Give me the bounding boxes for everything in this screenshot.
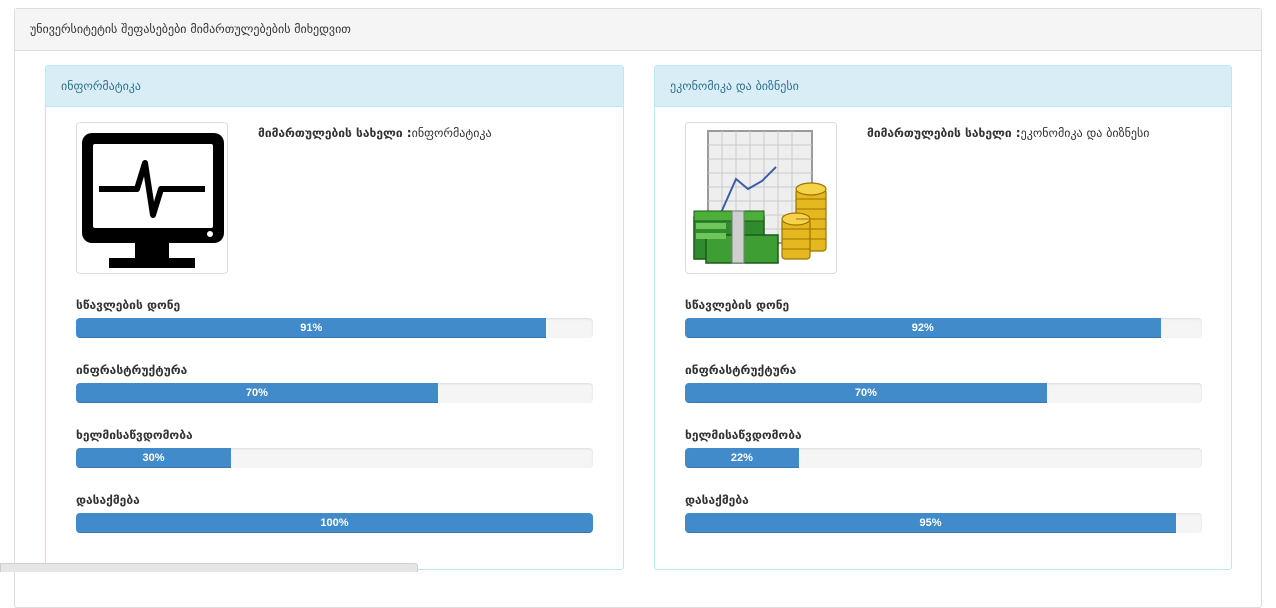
department-name: მიმართულების სახელი :ეკონომიკა და ბიზნეს… — [867, 126, 1149, 140]
metric-label: ინფრასტრუქტურა — [76, 363, 188, 377]
department-image — [685, 122, 837, 274]
progress-bar: 92% — [685, 318, 1202, 338]
metric-employment: დასაქმება 100% — [76, 493, 593, 533]
progress-bar: 100% — [76, 513, 593, 533]
progress-bar: 70% — [685, 383, 1202, 403]
progress-bar: 91% — [76, 318, 593, 338]
metric-teaching-level: სწავლების დონე 91% — [76, 298, 593, 338]
department-name-value: ეკონომიკა და ბიზნესი — [1020, 126, 1150, 140]
progress-fill: 30% — [76, 448, 232, 468]
progress-bar: 70% — [76, 383, 593, 403]
metric-label: ხელმისაწვდომობა — [685, 428, 802, 442]
money-chart-coins-icon — [693, 130, 827, 264]
metric-accessibility: ხელმისაწვდომობა 22% — [685, 428, 1202, 468]
department-name-label: მიმართულების სახელი : — [258, 126, 412, 140]
metric-teaching-level: სწავლების დონე 92% — [685, 298, 1202, 338]
progress-bar: 22% — [685, 448, 1202, 468]
metric-label: დასაქმება — [685, 493, 749, 507]
progress-fill: 22% — [685, 448, 799, 468]
metric-label: დასაქმება — [76, 493, 140, 507]
department-panel-economics: ეკონომიკა და ბიზნესი — [654, 65, 1232, 570]
progress-fill: 70% — [685, 383, 1047, 403]
computer-monitor-heartbeat-icon — [82, 133, 224, 268]
department-name-label: მიმართულების სახელი : — [867, 126, 1021, 140]
progress-bar: 95% — [685, 513, 1202, 533]
metric-label: სწავლების დონე — [76, 298, 181, 312]
department-panel-informatics: ინფორმატიკა მიმართულების სახელი :ინფორმა… — [45, 65, 624, 570]
progress-fill: 92% — [685, 318, 1161, 338]
metric-label: სწავლების დონე — [685, 298, 790, 312]
browser-status-bar — [0, 563, 418, 572]
progress-bar: 30% — [76, 448, 593, 468]
metric-label: ინფრასტრუქტურა — [685, 363, 797, 377]
department-name: მიმართულების სახელი :ინფორმატიკა — [258, 126, 492, 140]
progress-fill: 70% — [76, 383, 438, 403]
progress-fill: 95% — [685, 513, 1177, 533]
panel-title: ეკონომიკა და ბიზნესი — [655, 66, 1231, 107]
metric-infrastructure: ინფრასტრუქტურა 70% — [685, 363, 1202, 403]
metric-accessibility: ხელმისაწვდომობა 30% — [76, 428, 593, 468]
department-name-value: ინფორმატიკა — [411, 126, 492, 140]
metric-infrastructure: ინფრასტრუქტურა 70% — [76, 363, 593, 403]
department-image — [76, 122, 228, 274]
page-title: უნივერსიტეტის შეფასებები მიმართულებების … — [15, 9, 1261, 51]
panel-title: ინფორმატიკა — [46, 66, 623, 107]
progress-fill: 100% — [76, 513, 593, 533]
metric-label: ხელმისაწვდომობა — [76, 428, 193, 442]
metric-employment: დასაქმება 95% — [685, 493, 1202, 533]
progress-fill: 91% — [76, 318, 547, 338]
